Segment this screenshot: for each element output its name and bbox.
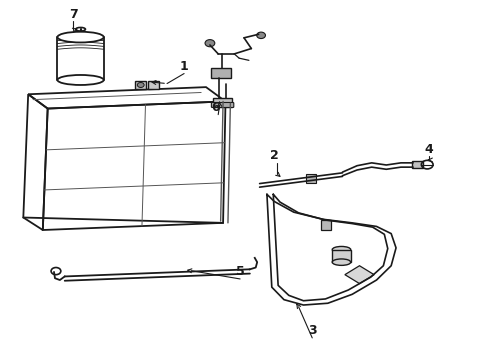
Text: 2: 2 [270, 149, 279, 162]
Text: 7: 7 [69, 8, 78, 21]
Circle shape [137, 82, 144, 87]
Circle shape [257, 32, 266, 39]
Ellipse shape [57, 75, 104, 85]
Text: 4: 4 [425, 143, 434, 156]
Bar [135, 81, 146, 89]
Text: 5: 5 [236, 265, 245, 278]
Bar [213, 98, 232, 107]
Ellipse shape [57, 32, 104, 42]
Text: 3: 3 [308, 324, 317, 337]
Bar [412, 161, 423, 168]
Ellipse shape [332, 259, 351, 265]
Bar [320, 220, 331, 230]
Bar [332, 249, 351, 262]
FancyBboxPatch shape [211, 103, 234, 108]
Ellipse shape [75, 27, 85, 31]
Ellipse shape [332, 247, 351, 253]
Circle shape [205, 40, 215, 47]
Bar [148, 81, 159, 89]
Bar [211, 68, 231, 78]
Text: 1: 1 [180, 60, 189, 73]
Text: 6: 6 [212, 101, 220, 114]
Bar [306, 174, 316, 183]
Polygon shape [345, 266, 374, 284]
